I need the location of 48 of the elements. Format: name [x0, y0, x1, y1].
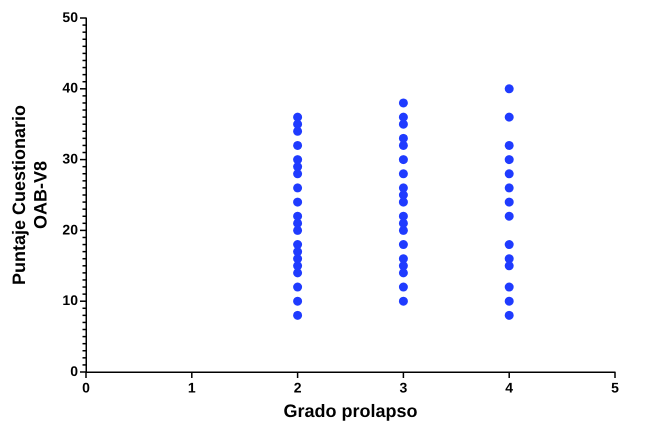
point	[293, 310, 302, 320]
y-tick-label: 20	[62, 221, 78, 238]
point	[504, 261, 514, 270]
point	[293, 140, 302, 150]
point	[504, 212, 514, 221]
point	[504, 282, 514, 292]
x-tick-label: 1	[188, 379, 196, 396]
point	[293, 226, 302, 235]
point	[398, 140, 408, 150]
point	[398, 282, 408, 292]
y-tick-label: 10	[62, 292, 78, 308]
y-tick-label: 40	[62, 80, 78, 96]
point	[293, 126, 302, 136]
x-tick-label: 3	[400, 379, 408, 396]
point	[504, 296, 514, 306]
point	[293, 183, 302, 192]
point	[398, 198, 408, 207]
point	[398, 98, 408, 108]
y-tick-label: 0	[70, 362, 78, 379]
x-tick-label: 0	[82, 379, 90, 396]
point	[504, 240, 514, 250]
point	[504, 84, 514, 94]
x-tick-label: 5	[611, 379, 620, 396]
point	[398, 226, 408, 235]
point	[398, 169, 408, 178]
point	[398, 155, 408, 164]
y-tick-label: 30	[62, 150, 78, 166]
point	[398, 296, 408, 306]
point	[504, 198, 514, 207]
point	[293, 296, 302, 306]
point	[293, 268, 302, 278]
point	[293, 282, 302, 292]
point	[504, 140, 514, 150]
x-axis-title: Grado prolapso	[283, 401, 418, 422]
point	[398, 240, 408, 250]
point	[293, 198, 302, 207]
point	[398, 268, 408, 278]
point	[504, 112, 514, 122]
point	[504, 155, 514, 164]
point	[293, 169, 302, 178]
x-tick-label: 4	[505, 379, 514, 396]
point	[504, 310, 514, 320]
point	[504, 169, 514, 178]
point	[504, 183, 514, 192]
y-tick-label: 50	[62, 8, 78, 25]
point	[398, 120, 408, 129]
y-axis-title: Puntaje Cuestionario OAB-V8	[8, 104, 50, 286]
x-tick-label: 2	[294, 379, 302, 396]
